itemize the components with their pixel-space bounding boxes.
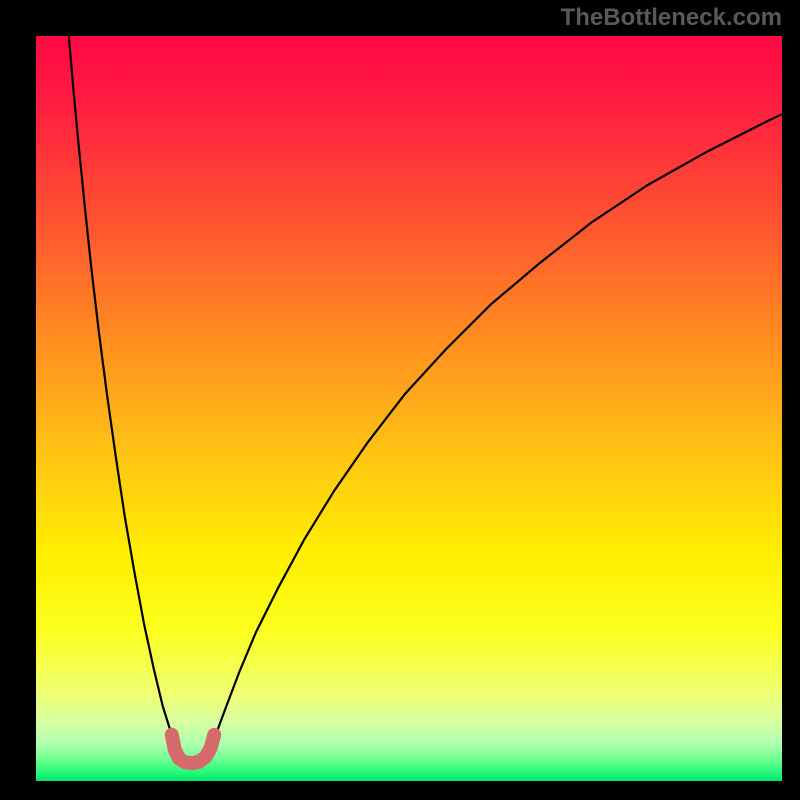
curve-layer (36, 36, 782, 781)
chart-container: TheBottleneck.com (0, 0, 800, 800)
bottleneck-curve-left (69, 36, 183, 755)
bottleneck-curve-right (204, 114, 782, 755)
optimal-range-marker (172, 735, 215, 763)
watermark-text: TheBottleneck.com (561, 4, 782, 32)
plot-area (36, 36, 782, 781)
